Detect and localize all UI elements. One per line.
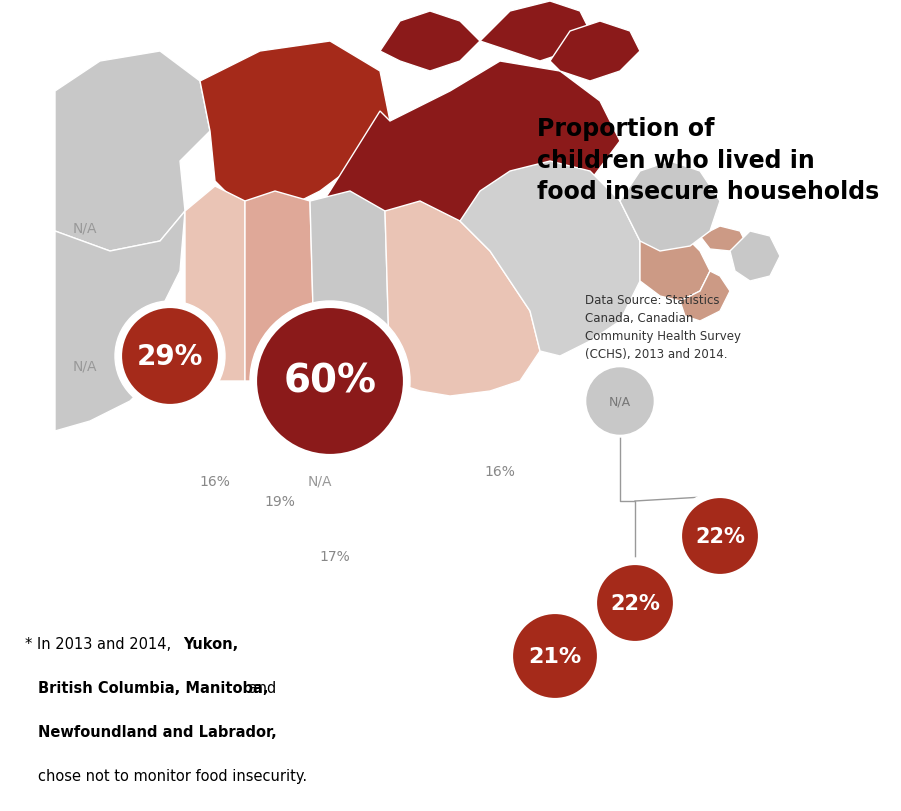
Polygon shape — [480, 2, 590, 62]
Text: N/A: N/A — [308, 474, 332, 488]
Text: 16%: 16% — [199, 474, 231, 488]
Circle shape — [584, 366, 656, 437]
Text: 22%: 22% — [695, 526, 745, 547]
Text: Yukon,: Yukon, — [183, 636, 238, 651]
Circle shape — [511, 612, 599, 700]
Polygon shape — [550, 22, 640, 82]
Polygon shape — [385, 202, 540, 397]
Polygon shape — [310, 191, 390, 381]
Circle shape — [115, 302, 225, 411]
Text: Newfoundland and Labrador,: Newfoundland and Labrador, — [38, 724, 277, 739]
Polygon shape — [55, 52, 210, 251]
Circle shape — [120, 307, 220, 406]
Text: 21%: 21% — [528, 646, 582, 666]
Circle shape — [250, 302, 410, 461]
Text: 17%: 17% — [320, 549, 350, 564]
Text: N/A: N/A — [73, 359, 97, 374]
Text: 19%: 19% — [265, 495, 296, 508]
Circle shape — [680, 496, 760, 577]
Polygon shape — [185, 187, 245, 381]
Circle shape — [255, 307, 405, 457]
Polygon shape — [380, 12, 480, 72]
Circle shape — [675, 491, 765, 581]
Circle shape — [587, 368, 653, 435]
Polygon shape — [200, 42, 390, 212]
Circle shape — [595, 564, 675, 643]
Text: Proportion of
children who lived in
food insecure households: Proportion of children who lived in food… — [537, 117, 879, 204]
Text: * In 2013 and 2014,: * In 2013 and 2014, — [25, 636, 176, 651]
Text: 60%: 60% — [284, 363, 377, 401]
Polygon shape — [640, 221, 710, 302]
Polygon shape — [730, 232, 780, 281]
Text: N/A: N/A — [609, 395, 631, 408]
Polygon shape — [460, 162, 640, 357]
Circle shape — [590, 558, 680, 648]
Polygon shape — [620, 162, 720, 251]
Text: 22%: 22% — [610, 594, 660, 613]
Text: 29%: 29% — [137, 342, 204, 371]
Polygon shape — [245, 191, 315, 381]
Text: chose not to monitor food insecurity.: chose not to monitor food insecurity. — [38, 768, 307, 783]
Polygon shape — [55, 212, 185, 431]
Polygon shape — [700, 227, 745, 251]
Text: N/A: N/A — [73, 221, 97, 236]
Text: Data Source: Statistics
Canada, Canadian
Community Health Survey
(CCHS), 2013 an: Data Source: Statistics Canada, Canadian… — [585, 294, 741, 361]
Polygon shape — [680, 272, 730, 322]
Circle shape — [506, 607, 604, 705]
Text: 16%: 16% — [485, 465, 515, 478]
Text: and: and — [244, 680, 277, 695]
Text: British Columbia, Manitoba,: British Columbia, Manitoba, — [38, 680, 268, 695]
Polygon shape — [310, 62, 620, 281]
